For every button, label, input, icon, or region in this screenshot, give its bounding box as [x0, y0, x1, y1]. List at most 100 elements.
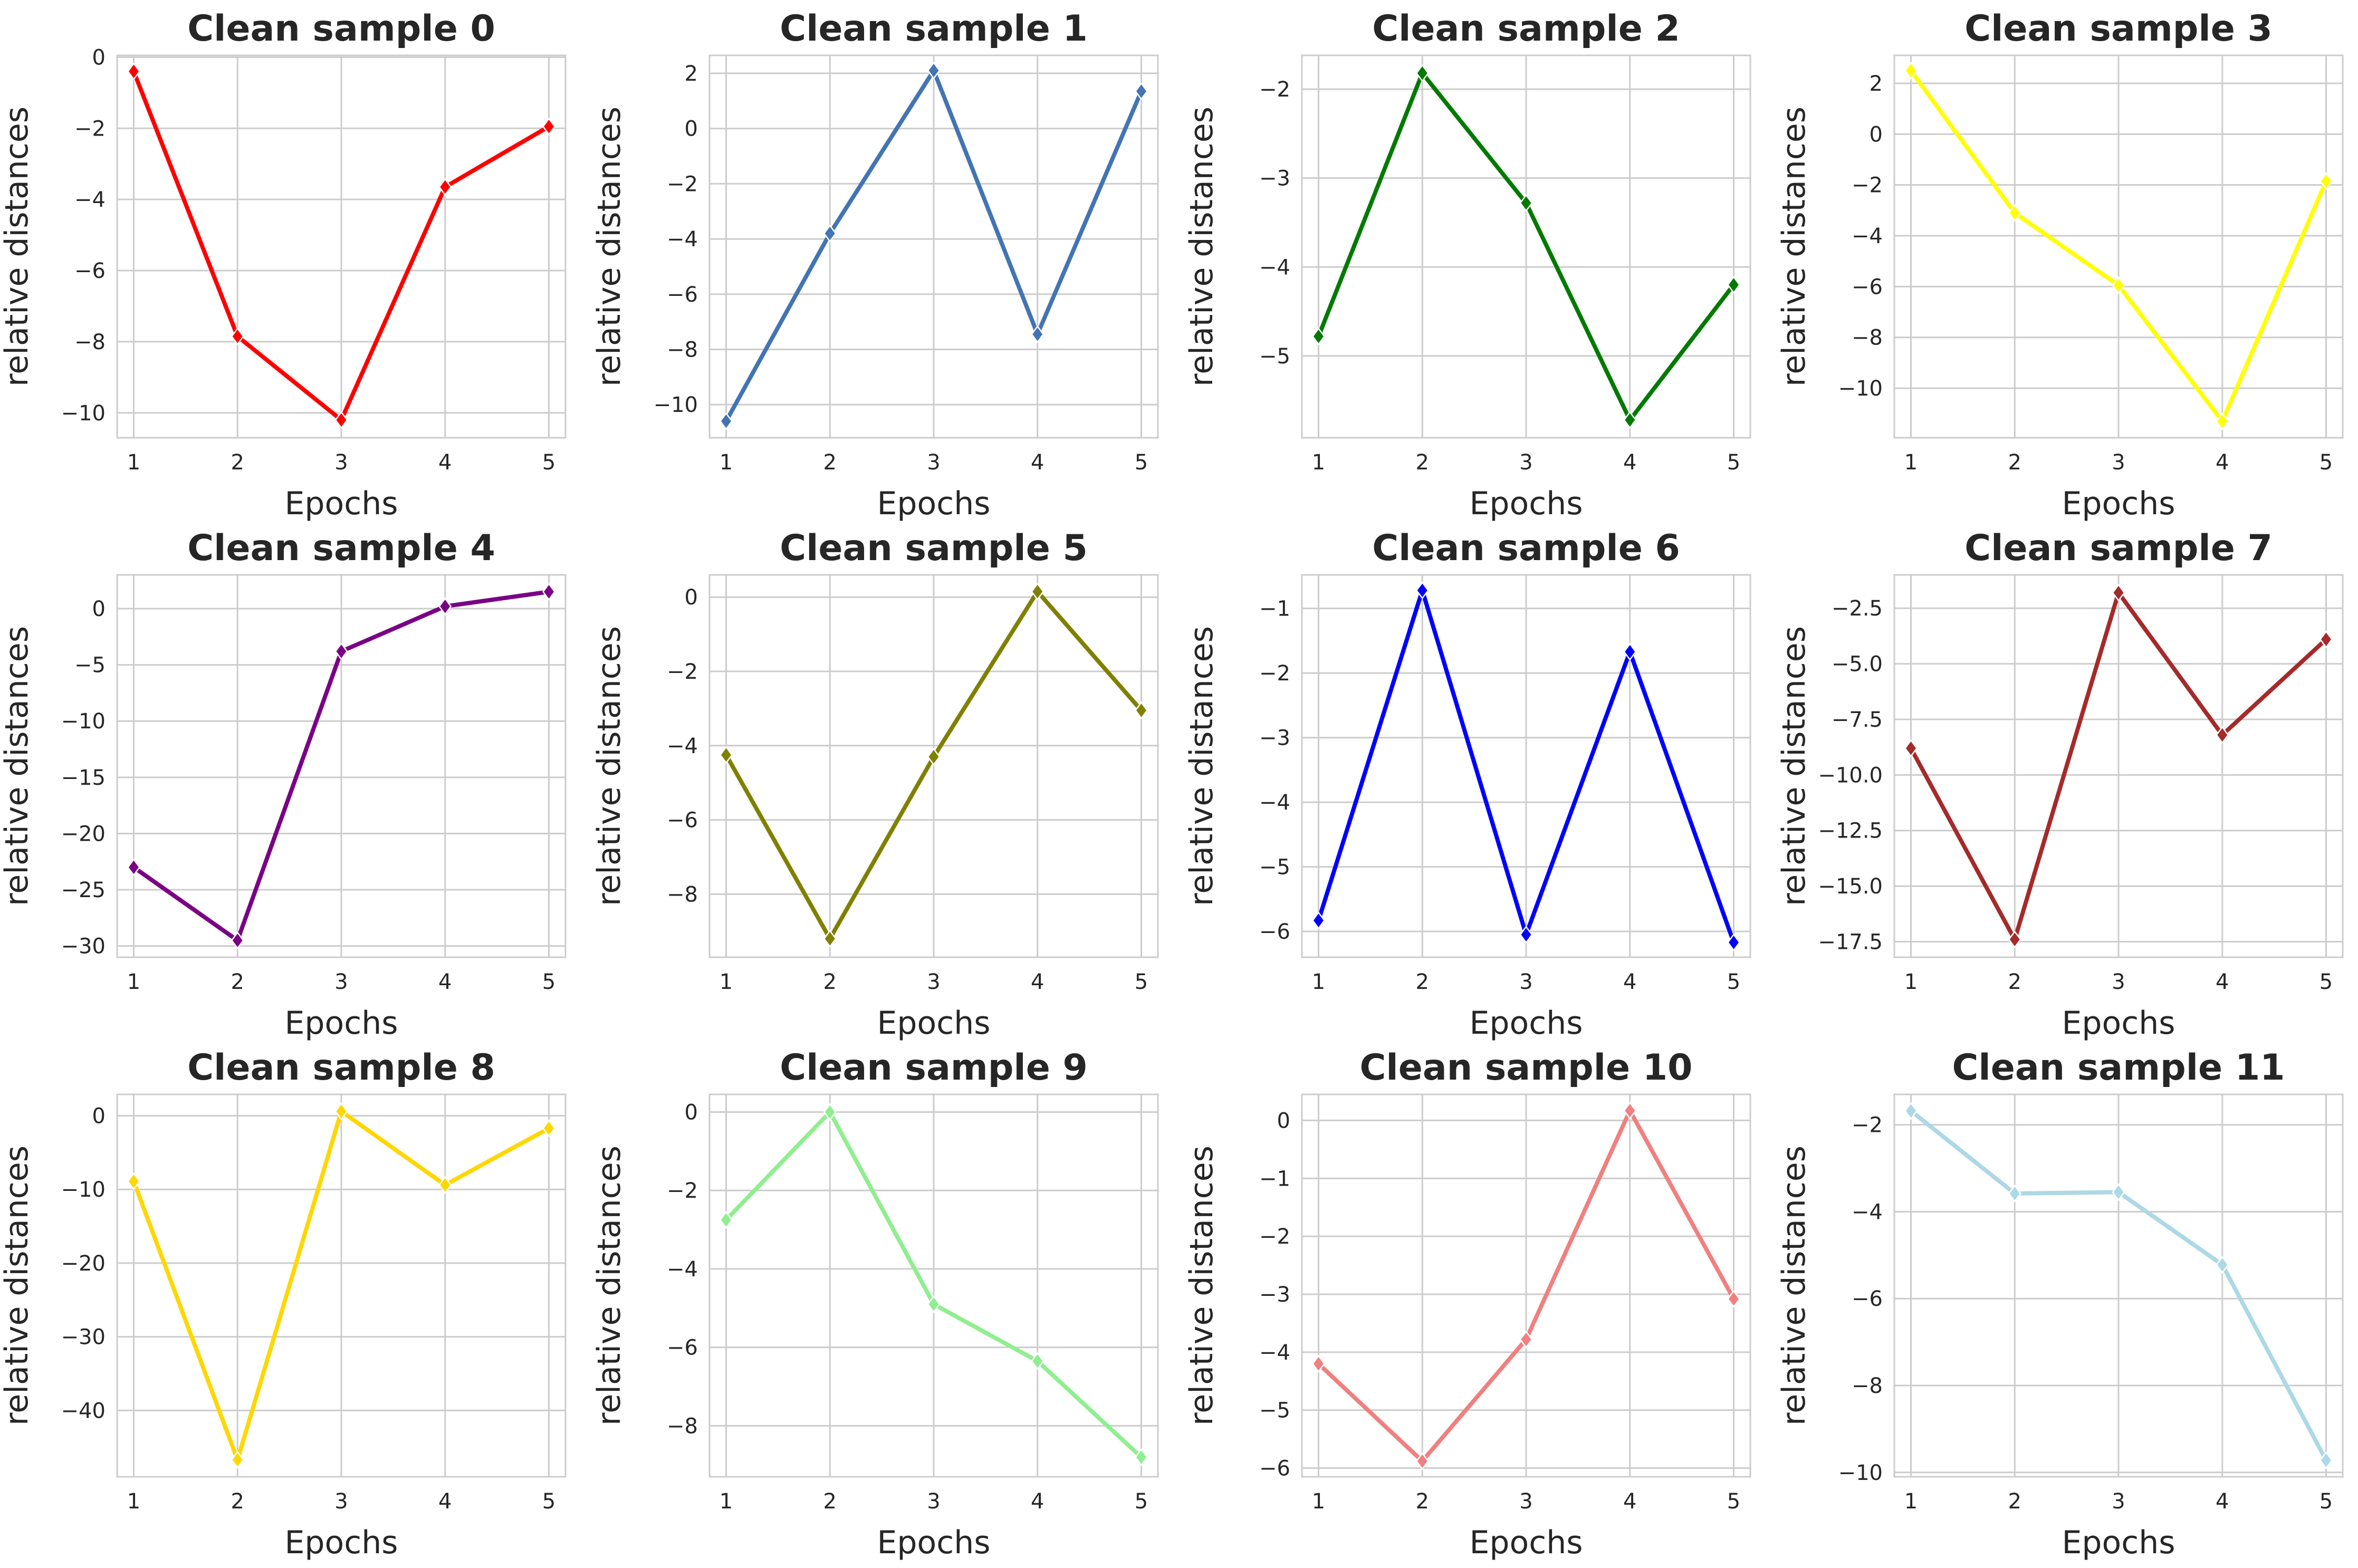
y-tick-label: 0: [685, 117, 698, 141]
subplot-4: 1 2 3 4 5 0 −5 −10 −15 −20 −25 −30 Clean sample 4 Epo…: [0, 527, 567, 1042]
x-tick-label: 5: [1135, 450, 1148, 475]
x-tick-label: 3: [1519, 970, 1532, 994]
y-axis-label: relative distances: [591, 1146, 628, 1426]
x-axis-label: Epochs: [877, 485, 991, 522]
y-tick-label: −20: [61, 1252, 106, 1276]
data-point: [127, 62, 141, 81]
data-point: [1727, 933, 1741, 951]
chart-title: Clean sample 6: [1372, 527, 1680, 569]
subplot-9: 1 2 3 4 5 0 −2 −4 −6 −8 Clean sample 9 Epochs relati…: [591, 1047, 1159, 1561]
y-tick-label: −6: [1852, 1287, 1883, 1311]
subplot-7: 1 2 3 4 5 −2.5 −5.0 −7.5 −10.0 −12.5 −15.0 −17.5 Cle…: [1776, 527, 2344, 1042]
data-point: [334, 411, 348, 429]
y-tick-label: −4: [1852, 1200, 1883, 1224]
x-tick-label: 4: [1031, 970, 1044, 994]
y-tick-label: 0: [685, 585, 698, 610]
y-axis-label: relative distances: [1776, 626, 1813, 906]
data-point: [1415, 1452, 1429, 1470]
y-axis-label: relative distances: [0, 107, 35, 387]
y-tick-label: −4: [1852, 224, 1883, 248]
y-axis-label: relative distances: [0, 1146, 35, 1426]
x-axis-label: Epochs: [2062, 1524, 2175, 1561]
x-tick-label: 2: [823, 1489, 837, 1514]
data-point: [334, 642, 348, 661]
x-tick-label: 5: [1135, 1489, 1148, 1514]
data-point: [927, 747, 941, 766]
y-tick-label: −5: [1259, 344, 1290, 369]
plot-frame: [1893, 1093, 2344, 1478]
x-tick-label: 4: [1031, 1489, 1044, 1514]
y-tick-label: −10: [1838, 377, 1883, 401]
chart-title: Clean sample 0: [187, 8, 495, 50]
data-point: [823, 929, 837, 948]
x-axis-label: Epochs: [1470, 1005, 1583, 1042]
y-tick-label: 0: [92, 1104, 106, 1129]
plot-frame: [1893, 54, 2344, 439]
data-point: [1311, 911, 1326, 930]
y-tick-label: 0: [1277, 1109, 1290, 1133]
data-point: [1311, 327, 1326, 345]
y-tick-label: −4: [74, 188, 106, 212]
y-tick-label: −6: [667, 809, 698, 833]
chart-title: Clean sample 10: [1360, 1047, 1693, 1089]
data-point: [719, 1210, 733, 1229]
data-point: [1519, 194, 1533, 212]
plot-frame: [116, 54, 567, 439]
subplot-10: 1 2 3 4 5 0 −1 −2 −3 −4 −5 −6 Clean sample 10 Epochs r…: [1183, 1047, 1751, 1561]
x-tick-label: 2: [1416, 970, 1429, 994]
y-tick-label: −30: [61, 1325, 106, 1350]
x-tick-label: 2: [231, 970, 244, 994]
x-tick-label: 1: [1312, 450, 1325, 475]
y-tick-label: −6: [667, 283, 698, 307]
data-point: [1904, 1102, 1918, 1120]
data-point: [719, 746, 733, 764]
data-point: [2216, 412, 2229, 430]
y-tick-label: −15.0: [1818, 874, 1883, 899]
y-tick-label: −4: [667, 734, 698, 758]
x-tick-label: 4: [1623, 450, 1636, 475]
plot-frame: [1301, 574, 1751, 958]
x-tick-label: 4: [1031, 450, 1044, 475]
x-tick-label: 4: [1623, 1489, 1636, 1514]
y-tick-label: 0: [92, 597, 106, 621]
y-tick-label: −3: [1259, 167, 1290, 191]
plot-frame: [708, 574, 1159, 958]
y-tick-label: −30: [61, 935, 106, 959]
y-axis-label: relative distances: [1183, 626, 1220, 906]
data-point: [127, 1172, 141, 1190]
x-axis-label: Epochs: [1470, 485, 1583, 522]
data-point: [2112, 276, 2125, 295]
x-tick-label: 5: [542, 970, 555, 994]
chart-title: Clean sample 1: [780, 8, 1088, 50]
y-tick-label: −8: [1852, 1374, 1883, 1398]
y-tick-label: −8: [667, 338, 698, 362]
chart-title: Clean sample 11: [1952, 1047, 2285, 1089]
plot-frame: [1301, 54, 1751, 439]
x-tick-label: 3: [2112, 450, 2125, 475]
y-tick-label: −6: [1259, 1457, 1290, 1481]
x-tick-label: 3: [334, 1489, 348, 1514]
data-point: [927, 61, 941, 80]
y-tick-label: −2: [74, 117, 106, 141]
subplot-5: 1 2 3 4 5 0 −2 −4 −6 −8 Clean sample 5 Epochs relati…: [591, 527, 1159, 1042]
y-tick-label: −20: [61, 822, 106, 846]
y-tick-label: −2.5: [1832, 597, 1883, 621]
x-axis-label: Epochs: [285, 485, 398, 522]
subplot-1: 1 2 3 4 5 2 0 −2 −4 −6 −8 −10 Clean sample 1 Epochs re…: [591, 8, 1159, 522]
data-point: [2112, 1183, 2125, 1201]
data-point: [2319, 630, 2333, 649]
y-tick-label: −6: [1852, 275, 1883, 299]
y-tick-label: −12.5: [1818, 819, 1883, 843]
x-tick-label: 3: [1519, 1489, 1532, 1514]
x-axis-label: Epochs: [2062, 1005, 2175, 1042]
x-tick-label: 4: [438, 1489, 452, 1514]
data-point: [127, 858, 141, 877]
data-point: [542, 117, 556, 136]
y-tick-label: −8: [667, 1414, 698, 1438]
y-tick-label: −10.0: [1818, 763, 1883, 787]
y-tick-label: −2: [1259, 78, 1290, 102]
x-axis-label: Epochs: [285, 1524, 398, 1561]
x-tick-label: 3: [334, 970, 348, 994]
data-point: [542, 582, 556, 601]
